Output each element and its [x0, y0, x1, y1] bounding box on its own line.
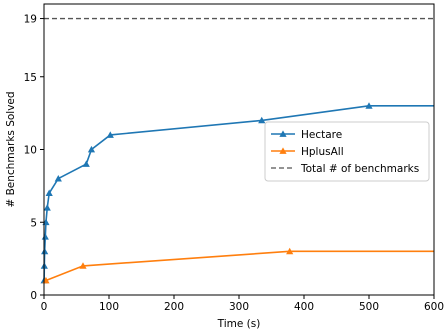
legend-label-1: HplusAll — [301, 146, 344, 158]
plot-area — [40, 17, 434, 284]
x-tick-label: 500 — [359, 301, 379, 313]
series-0-marker — [87, 145, 96, 153]
x-tick-label: 100 — [99, 301, 119, 313]
legend-label-2: Total # of benchmarks — [300, 163, 419, 175]
legend-marker-1 — [279, 147, 287, 154]
y-tick-label: 15 — [24, 72, 37, 84]
series-0-marker — [106, 131, 114, 138]
series-0-marker — [82, 160, 90, 167]
series-line-1 — [45, 250, 434, 282]
x-tick-label: 300 — [229, 301, 249, 313]
y-axis-label: # Benchmarks Solved — [5, 91, 17, 207]
x-axis-label: Time (s) — [217, 318, 261, 330]
series-0-marker — [54, 175, 62, 182]
series-0-marker — [43, 204, 51, 211]
series-0-marker — [41, 247, 49, 255]
series-1-marker — [79, 262, 87, 269]
series-0-marker — [365, 102, 373, 109]
legend: Hectare HplusAll Total # of benchmarks — [264, 121, 430, 182]
y-tick-label: 0 — [30, 290, 37, 302]
x-tick-label: 600 — [424, 301, 444, 313]
y-tick-label: 19 — [24, 14, 37, 26]
x-tick-label: 0 — [41, 301, 48, 313]
series-0-marker — [41, 233, 49, 240]
series-1-marker — [286, 247, 294, 255]
x-tick-label: 200 — [164, 301, 184, 313]
series-0-marker — [258, 116, 266, 124]
legend-label-0: Hectare — [301, 129, 342, 141]
axis-ticks: 0 100 200 300 400 500 600 0 5 10 15 19 — [24, 3, 444, 313]
series-0-marker — [45, 189, 53, 197]
y-tick-label: 5 — [30, 217, 37, 229]
legend-marker-0 — [279, 130, 287, 137]
x-tick-label: 400 — [294, 301, 314, 313]
y-tick-label: 10 — [24, 145, 37, 157]
legend-box — [264, 121, 430, 182]
